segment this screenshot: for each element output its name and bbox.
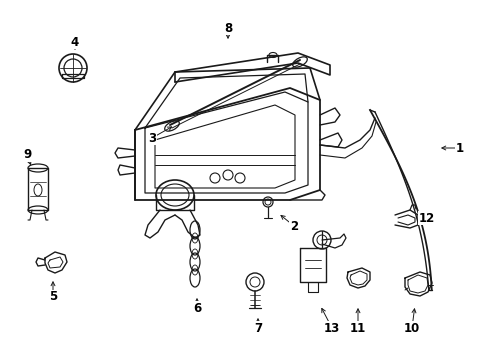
Text: 13: 13 bbox=[323, 321, 340, 334]
Text: 5: 5 bbox=[49, 291, 57, 303]
Text: 10: 10 bbox=[403, 321, 419, 334]
Text: 1: 1 bbox=[455, 141, 463, 154]
Text: 2: 2 bbox=[289, 220, 298, 233]
Text: 7: 7 bbox=[253, 321, 262, 334]
Text: 12: 12 bbox=[418, 211, 434, 225]
Text: 8: 8 bbox=[224, 22, 232, 35]
Text: 6: 6 bbox=[192, 302, 201, 315]
Text: 4: 4 bbox=[71, 36, 79, 49]
Text: 11: 11 bbox=[349, 321, 366, 334]
Text: 3: 3 bbox=[148, 131, 156, 144]
Text: 9: 9 bbox=[23, 148, 31, 162]
